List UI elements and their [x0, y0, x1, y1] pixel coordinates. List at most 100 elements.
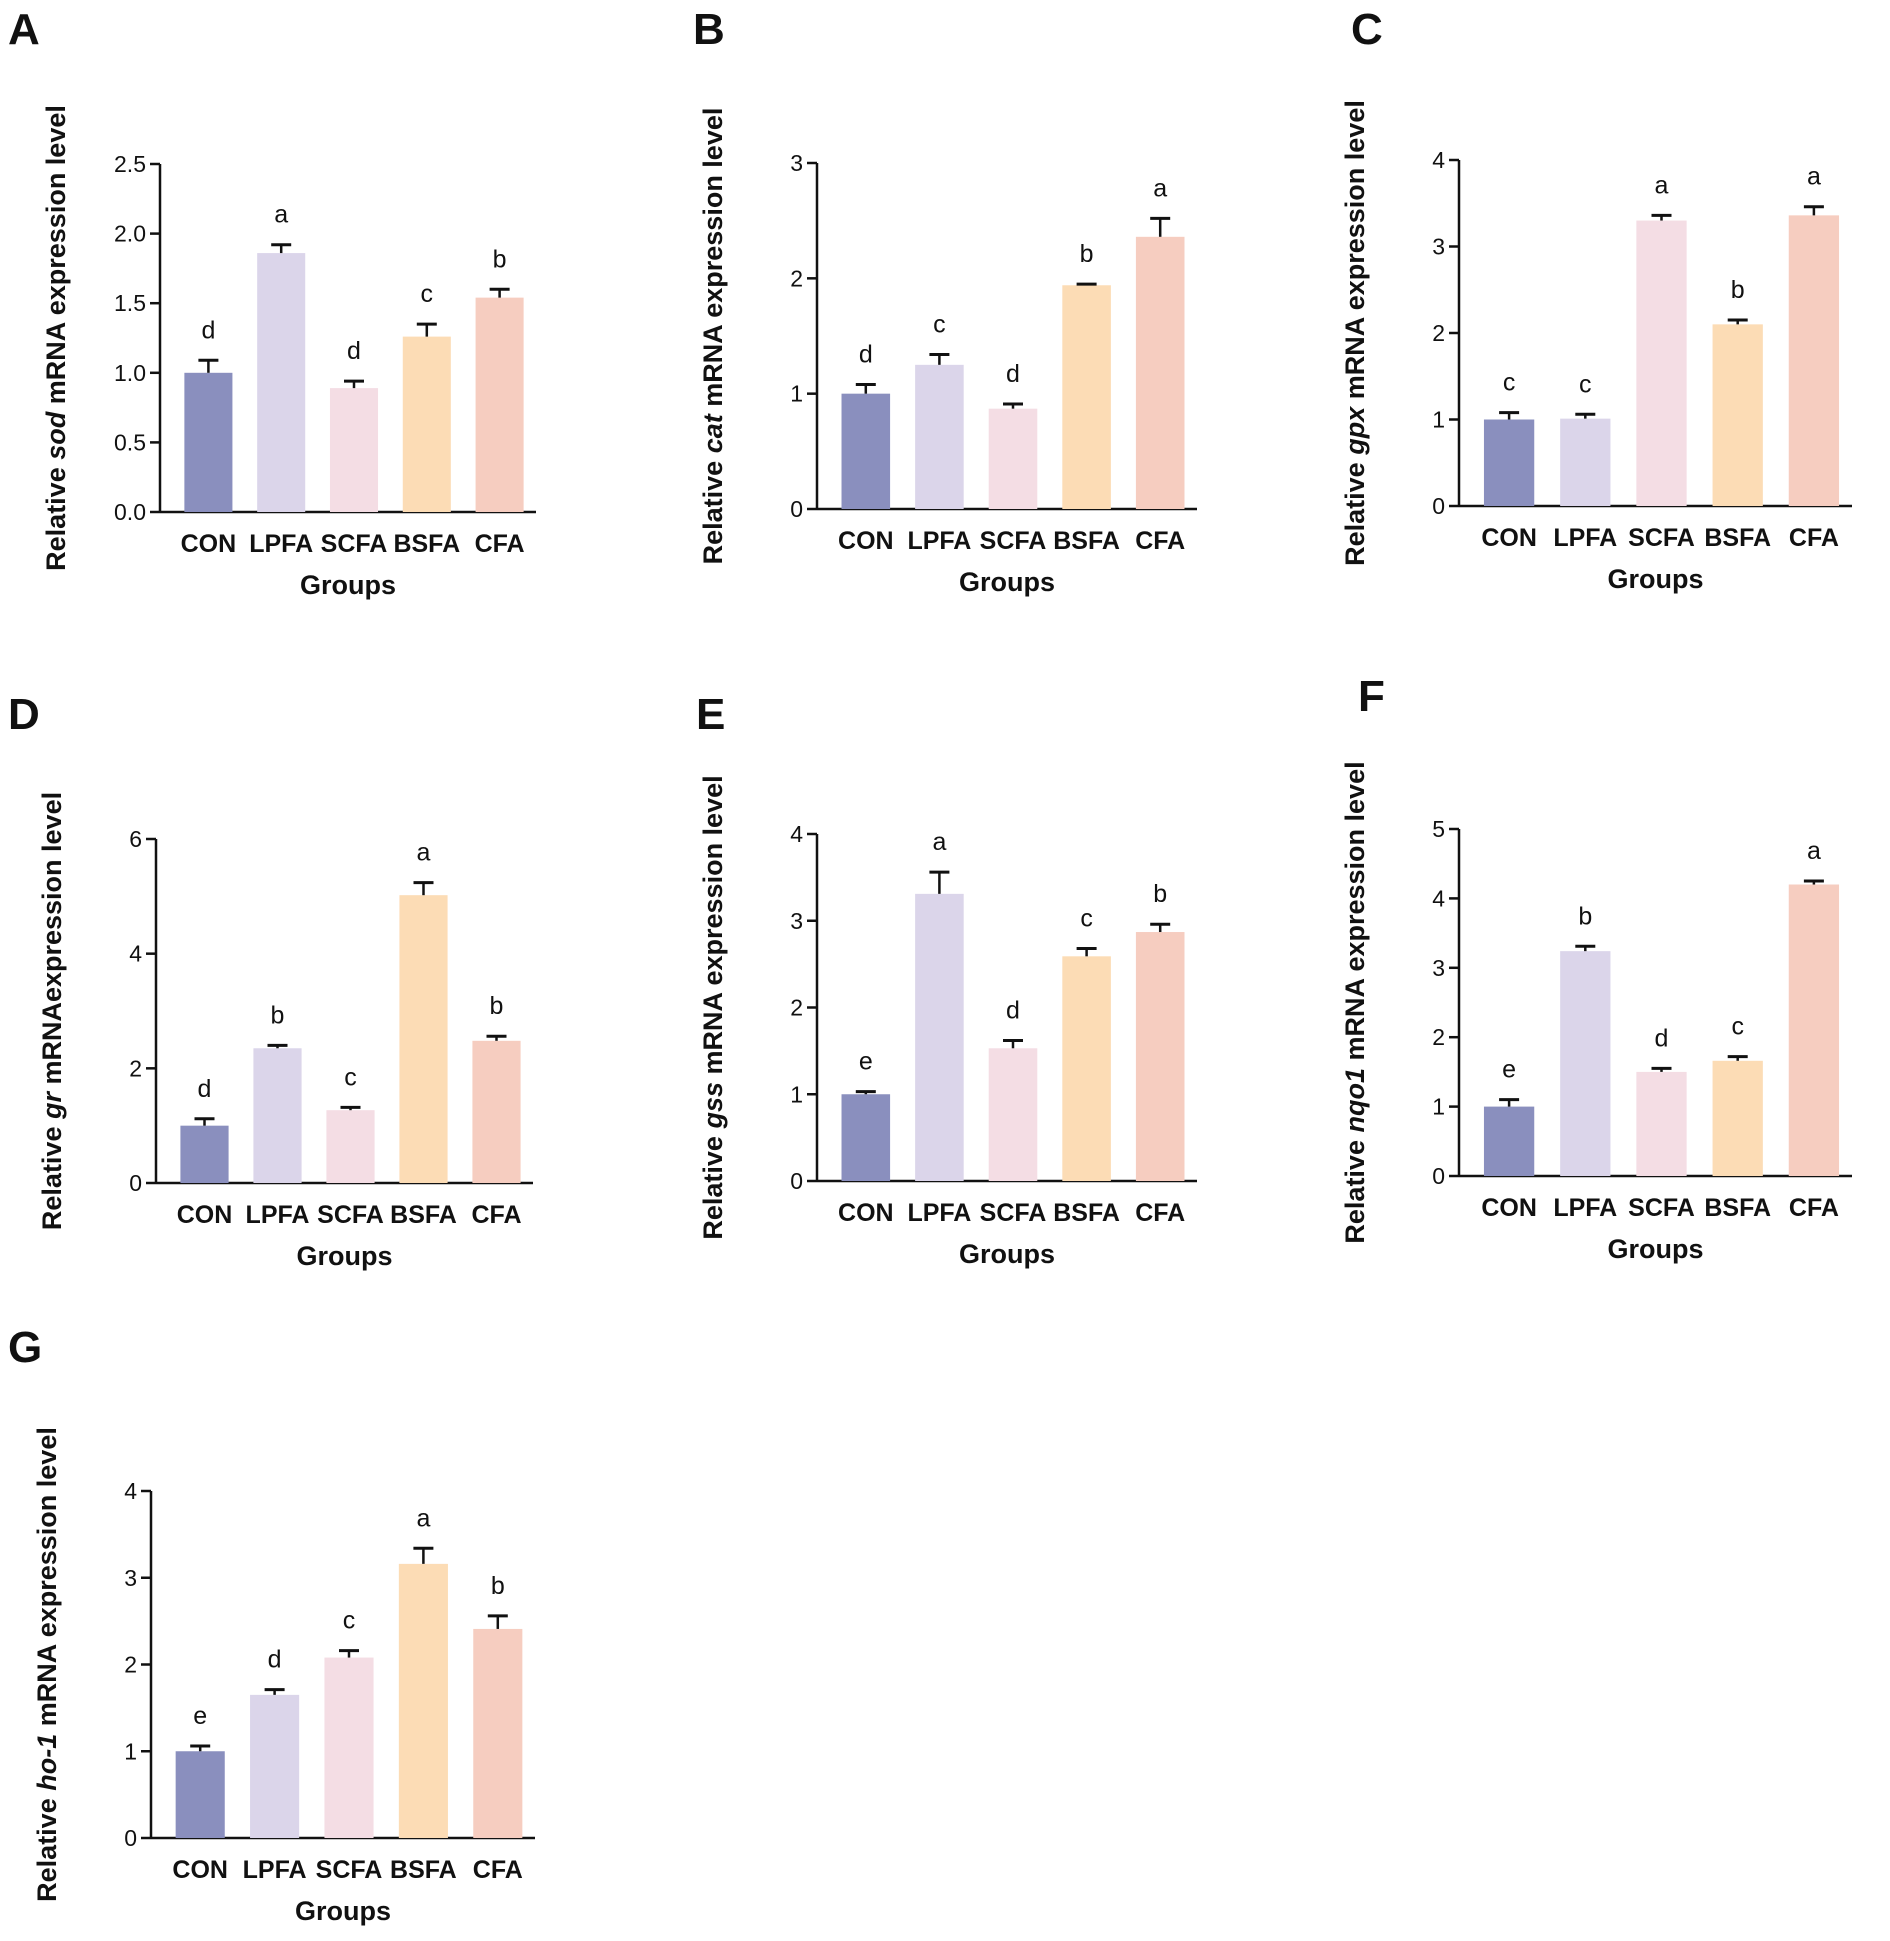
y-tick-label: 0 [790, 496, 803, 522]
bar-cfa [1135, 236, 1185, 509]
significance-label: d [1655, 1024, 1669, 1052]
x-tick-label: BSFA [1053, 1199, 1120, 1227]
x-tick-label: CFA [1135, 527, 1185, 555]
significance-label: a [1807, 837, 1821, 865]
y-tick-label: 1 [124, 1738, 137, 1764]
significance-label: c [343, 1607, 356, 1635]
bar-lpfa [253, 1048, 302, 1183]
significance-label: a [1655, 171, 1669, 199]
y-axis-title-gene: cat [698, 413, 728, 453]
significance-label: b [1080, 240, 1094, 268]
bar-lpfa [257, 253, 306, 512]
y-tick-label: 3 [1432, 234, 1445, 260]
x-tick-label: LPFA [1553, 524, 1617, 552]
significance-label: c [1579, 370, 1592, 398]
significance-label: b [493, 245, 507, 273]
x-tick-label: LPFA [243, 1856, 307, 1884]
significance-label: a [1807, 163, 1821, 191]
bar-cfa [473, 1628, 523, 1838]
significance-label: b [271, 1001, 285, 1029]
y-axis-title-suffix: mRNA expression level [41, 105, 71, 412]
y-tick-label: 2 [1432, 320, 1445, 346]
x-tick-label: BSFA [1704, 1194, 1771, 1222]
y-axis-title-gene: sod [41, 411, 71, 460]
bar-bsfa [1712, 1060, 1763, 1176]
y-axis-title: Relative nqo1 mRNA expression level [1340, 761, 1370, 1243]
y-tick-label: 0 [124, 1825, 137, 1851]
y-tick-label: 0 [1432, 493, 1445, 519]
panel-d: D 0 2 4 6 d CON b LPFA c SCFA a BSFA b CFA Groups Relati… [8, 690, 533, 1271]
significance-label: c [1731, 1013, 1744, 1041]
x-axis-title: Groups [296, 1241, 392, 1271]
bar-bsfa [398, 1563, 448, 1838]
y-axis-title-gene: nqo1 [1340, 1068, 1370, 1133]
y-axis-title-suffix: mRNA expression level [698, 775, 728, 1082]
bar-con [841, 1094, 891, 1181]
x-axis-title: Groups [959, 567, 1055, 597]
significance-label: d [1006, 996, 1020, 1024]
y-tick-label: 4 [1432, 885, 1445, 911]
x-tick-label: BSFA [390, 1201, 457, 1229]
panel-label: A [8, 5, 40, 54]
x-tick-label: CFA [1789, 1194, 1839, 1222]
bar-scfa [326, 1110, 375, 1183]
significance-label: a [417, 839, 431, 867]
y-axis-title: Relative gr mRNAexpression level [37, 792, 67, 1230]
y-axis-title-suffix: mRNA expression level [698, 108, 728, 415]
x-tick-label: SCFA [980, 527, 1047, 555]
bar-con [175, 1751, 225, 1838]
significance-label: e [1502, 1056, 1516, 1084]
panel-label: G [8, 1323, 42, 1372]
x-axis-title: Groups [1607, 1234, 1703, 1264]
y-axis-title-prefix: Relative [1340, 1133, 1370, 1244]
y-axis-title-prefix: Relative [37, 1119, 67, 1230]
y-axis-title: Relative ho-1 mRNA expression level [32, 1427, 62, 1902]
bar-con [180, 1125, 229, 1183]
bar-lpfa [915, 364, 964, 509]
bar-cfa [472, 1040, 521, 1183]
y-tick-label: 1.5 [114, 290, 146, 316]
y-axis-title-prefix: Relative [698, 453, 728, 564]
bar-bsfa [1062, 285, 1111, 509]
bar-cfa [1788, 884, 1840, 1176]
y-tick-label: 0.5 [114, 429, 146, 455]
x-tick-label: BSFA [393, 530, 460, 558]
significance-label: d [859, 340, 873, 368]
y-axis-title-suffix: mRNAexpression level [37, 792, 67, 1092]
y-axis-title-prefix: Relative [41, 460, 71, 571]
significance-label: a [1153, 174, 1167, 202]
y-axis-title-prefix: Relative [32, 1791, 62, 1902]
y-tick-label: 2.0 [114, 221, 146, 247]
x-tick-label: CFA [1789, 524, 1839, 552]
y-axis-title-suffix: mRNA expression level [1340, 100, 1370, 407]
x-tick-label: CON [1481, 524, 1537, 552]
significance-label: c [421, 280, 434, 308]
y-axis-title-gene: gpx [1340, 406, 1370, 456]
y-tick-label: 4 [1432, 147, 1445, 173]
bar-lpfa [915, 893, 964, 1181]
significance-label: d [198, 1075, 212, 1103]
x-tick-label: CFA [472, 1201, 522, 1229]
y-tick-label: 1 [1432, 407, 1445, 433]
x-tick-label: CON [838, 527, 894, 555]
bar-con [1483, 1106, 1535, 1176]
y-tick-label: 2 [1432, 1024, 1445, 1050]
panel-label: B [693, 5, 725, 54]
y-tick-label: 6 [129, 826, 142, 852]
significance-label: c [1503, 369, 1516, 397]
panel-label: C [1351, 5, 1383, 54]
x-tick-label: LPFA [249, 530, 313, 558]
x-tick-label: LPFA [907, 1199, 971, 1227]
bar-scfa [329, 388, 379, 512]
y-tick-label: 1 [1432, 1094, 1445, 1120]
significance-label: a [932, 828, 946, 856]
y-tick-label: 0.0 [114, 499, 146, 525]
y-tick-label: 0 [129, 1170, 142, 1196]
panel-c: C 0 1 2 3 4 c CON c LPFA a SCFA b BSFA a CFA Groups Relat… [1340, 5, 1852, 594]
bar-cfa [1135, 932, 1185, 1181]
bar-con [184, 372, 233, 512]
significance-label: d [201, 316, 215, 344]
y-tick-label: 2.5 [114, 151, 146, 177]
significance-label: c [933, 310, 946, 338]
